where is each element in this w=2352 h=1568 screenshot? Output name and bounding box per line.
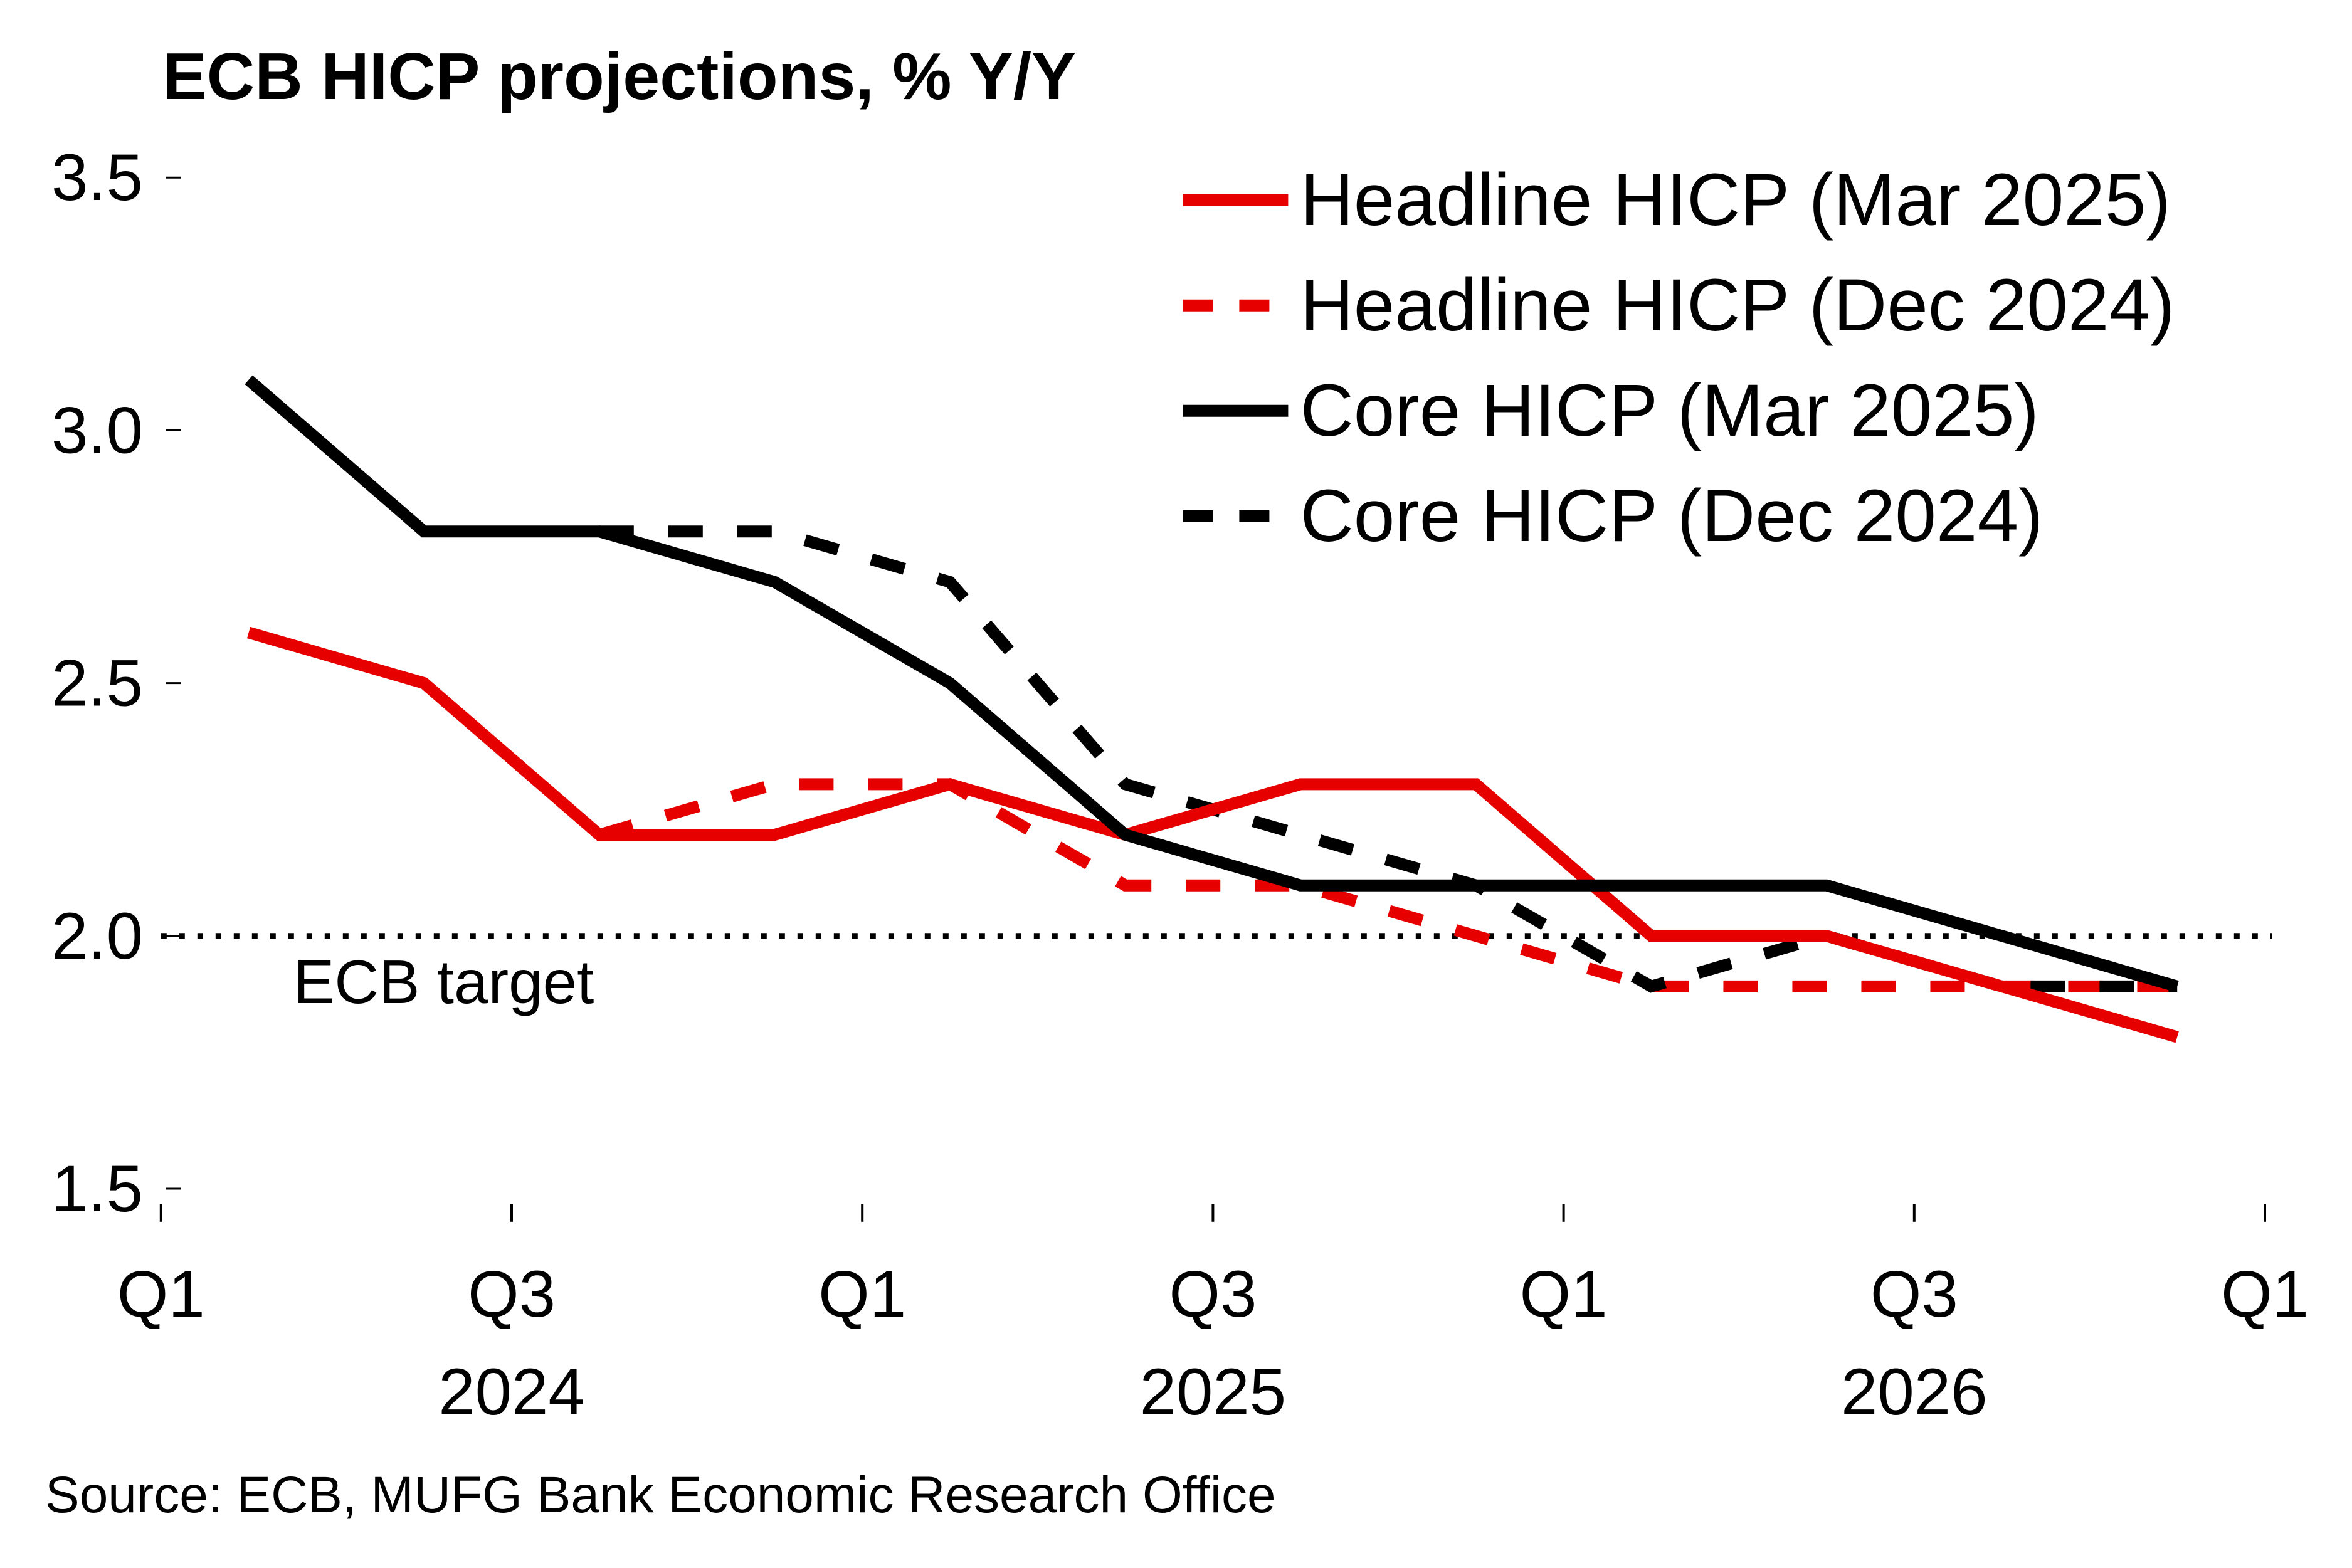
ecb-target-label: ECB target [293, 947, 594, 1016]
x-tick-label: Q1 [2221, 1258, 2309, 1331]
x-tick-label: Q3 [1870, 1258, 1958, 1331]
source-note: Source: ECB, MUFG Bank Economic Research… [45, 1466, 1276, 1523]
y-tick-label: 1.5 [51, 1152, 143, 1226]
y-tick-label: 2.5 [51, 647, 143, 720]
y-tick-label: 3.5 [51, 141, 143, 214]
legend-label: Headline HICP (Dec 2024) [1300, 264, 2175, 347]
y-tick-label: 3.0 [51, 394, 143, 467]
legend-label: Core HICP (Mar 2025) [1300, 369, 2039, 452]
x-tick-label: Q1 [818, 1258, 906, 1331]
x-tick-label: Q3 [468, 1258, 556, 1331]
series-line-core-hicp-mar-2025 [245, 375, 2179, 992]
x-tick-label: Q1 [117, 1258, 205, 1331]
y-axis: 3.5 3.0 2.5 2.0 1.5 [51, 141, 181, 1226]
x-year-label: 2026 [1841, 1355, 1988, 1429]
x-tick-label: Q3 [1169, 1258, 1257, 1331]
series-line-headline-hicp-mar-2025 [246, 626, 2179, 1043]
x-year-label: 2024 [438, 1355, 585, 1429]
legend: Headline HICP (Mar 2025) Headline HICP (D… [1183, 159, 2175, 557]
y-tick-label: 2.0 [51, 900, 143, 973]
chart-title: ECB HICP projections, % Y/Y [162, 39, 1076, 113]
x-year-label: 2025 [1140, 1355, 1287, 1429]
x-axis: Q1 Q3 Q1 Q3 Q1 Q3 Q1 2024 2025 2026 [117, 1204, 2309, 1429]
legend-label: Headline HICP (Mar 2025) [1300, 159, 2171, 241]
series-lines [245, 375, 2179, 1043]
legend-label: Core HICP (Dec 2024) [1300, 475, 2043, 557]
x-tick-label: Q1 [1520, 1258, 1608, 1331]
